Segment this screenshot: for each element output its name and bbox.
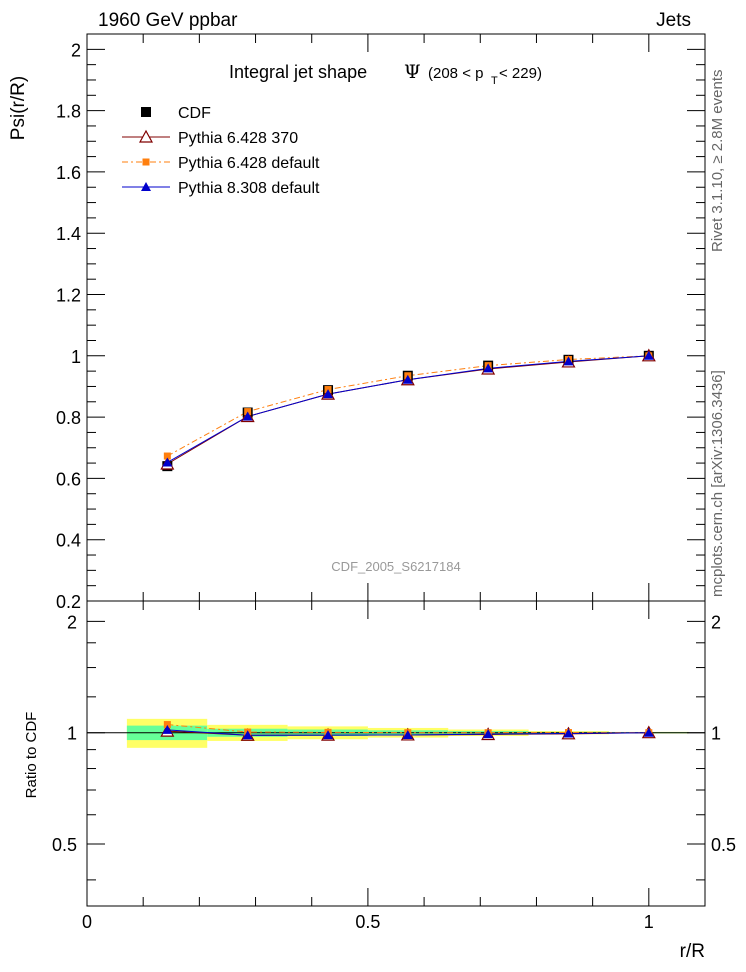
upper-y-tick-label: 0.8	[56, 408, 81, 428]
analysis-watermark: CDF_2005_S6217184	[331, 559, 460, 574]
ratio-point-2-5	[563, 728, 574, 738]
lower-y-tick-label-right: 0.5	[711, 835, 736, 855]
series-point-3-4	[483, 363, 494, 373]
lower-plot-ticks: 0 0.5 1 0.5 0.5 1 1 2 2	[52, 600, 736, 932]
legend-marker-0	[141, 107, 151, 117]
legend: CDF Pythia 6.428 370 Pythia 6.428 default P…	[122, 105, 320, 197]
upper-y-axis-label: Psi(r/R)	[8, 76, 29, 140]
side-label-version: Rivet 3.1.10, ≥ 2.8M events	[709, 70, 726, 253]
legend-marker-2	[142, 158, 150, 166]
chart-title-range-open: (208 < p	[428, 65, 483, 82]
legend-label-3: Pythia 8.308 default	[178, 180, 320, 197]
series-point-3-6	[643, 350, 654, 360]
lower-plot-series	[160, 721, 656, 741]
ratio-point-2-0	[162, 724, 173, 734]
legend-label-0: CDF	[178, 105, 211, 122]
chart-title: Integral jet shape Ψ (208 < p T < 229)	[229, 61, 542, 87]
x-tick-label: 0.5	[355, 912, 380, 932]
ratio-point-1-0	[163, 721, 171, 729]
lower-y-axis-label: Ratio to CDF	[23, 712, 40, 799]
x-tick-label: 0	[82, 912, 92, 932]
upper-plot-ticks: 0.2 0.4 0.6 0.8 1 1.2 1.4 1.6 1.8 2	[56, 33, 706, 612]
lower-y-tick-label: 1	[67, 724, 77, 744]
upper-y-tick-label: 0.6	[56, 469, 81, 489]
lower-y-tick-label: 0.5	[52, 835, 77, 855]
ratio-point-2-6	[643, 727, 654, 737]
lower-plot-frame	[86, 600, 706, 907]
series-point-3-2	[323, 389, 334, 399]
upper-y-tick-label: 1.8	[56, 102, 81, 122]
series-point-3-1	[242, 411, 253, 421]
ratio-point-2-3	[402, 729, 413, 739]
series-point-2-0	[163, 452, 171, 460]
series-point-3-0	[162, 457, 173, 467]
upper-y-tick-label: 1	[71, 347, 81, 367]
side-label-source: mcplots.cern.ch [arXiv:1306.3436]	[709, 370, 726, 597]
lower-y-tick-label-right: 2	[711, 612, 721, 632]
upper-y-tick-label: 1.4	[56, 224, 81, 244]
chart-title-range-close: < 229)	[499, 65, 542, 82]
ratio-point-2-1	[242, 730, 253, 740]
ratio-point-2-2	[323, 730, 334, 740]
upper-y-tick-label: 1.6	[56, 163, 81, 183]
lower-y-tick-label-right: 1	[711, 724, 721, 744]
upper-y-tick-label: 2	[71, 40, 81, 60]
header-left-label: 1960 GeV ppbar	[98, 10, 238, 31]
lower-y-tick-label: 2	[67, 612, 77, 632]
chart-title-symbol: Ψ	[404, 61, 421, 83]
x-axis-label: r/R	[680, 941, 705, 962]
upper-y-tick-label: 0.4	[56, 531, 81, 551]
legend-label-1: Pythia 6.428 370	[178, 130, 298, 147]
ratio-point-2-4	[483, 729, 494, 739]
upper-y-tick-label: 1.2	[56, 286, 81, 306]
series-point-3-5	[563, 356, 574, 366]
chart-title-range-sub: T	[491, 75, 498, 87]
x-tick-label: 1	[644, 912, 654, 932]
upper-plot-series	[160, 348, 656, 472]
chart-title-main: Integral jet shape	[229, 62, 367, 82]
legend-marker-3	[141, 182, 151, 191]
upper-y-tick-label: 0.2	[56, 592, 81, 612]
legend-label-2: Pythia 6.428 default	[178, 155, 320, 172]
legend-marker-1	[138, 129, 154, 143]
header-right-label: Jets	[656, 10, 691, 31]
series-point-3-3	[402, 374, 413, 384]
